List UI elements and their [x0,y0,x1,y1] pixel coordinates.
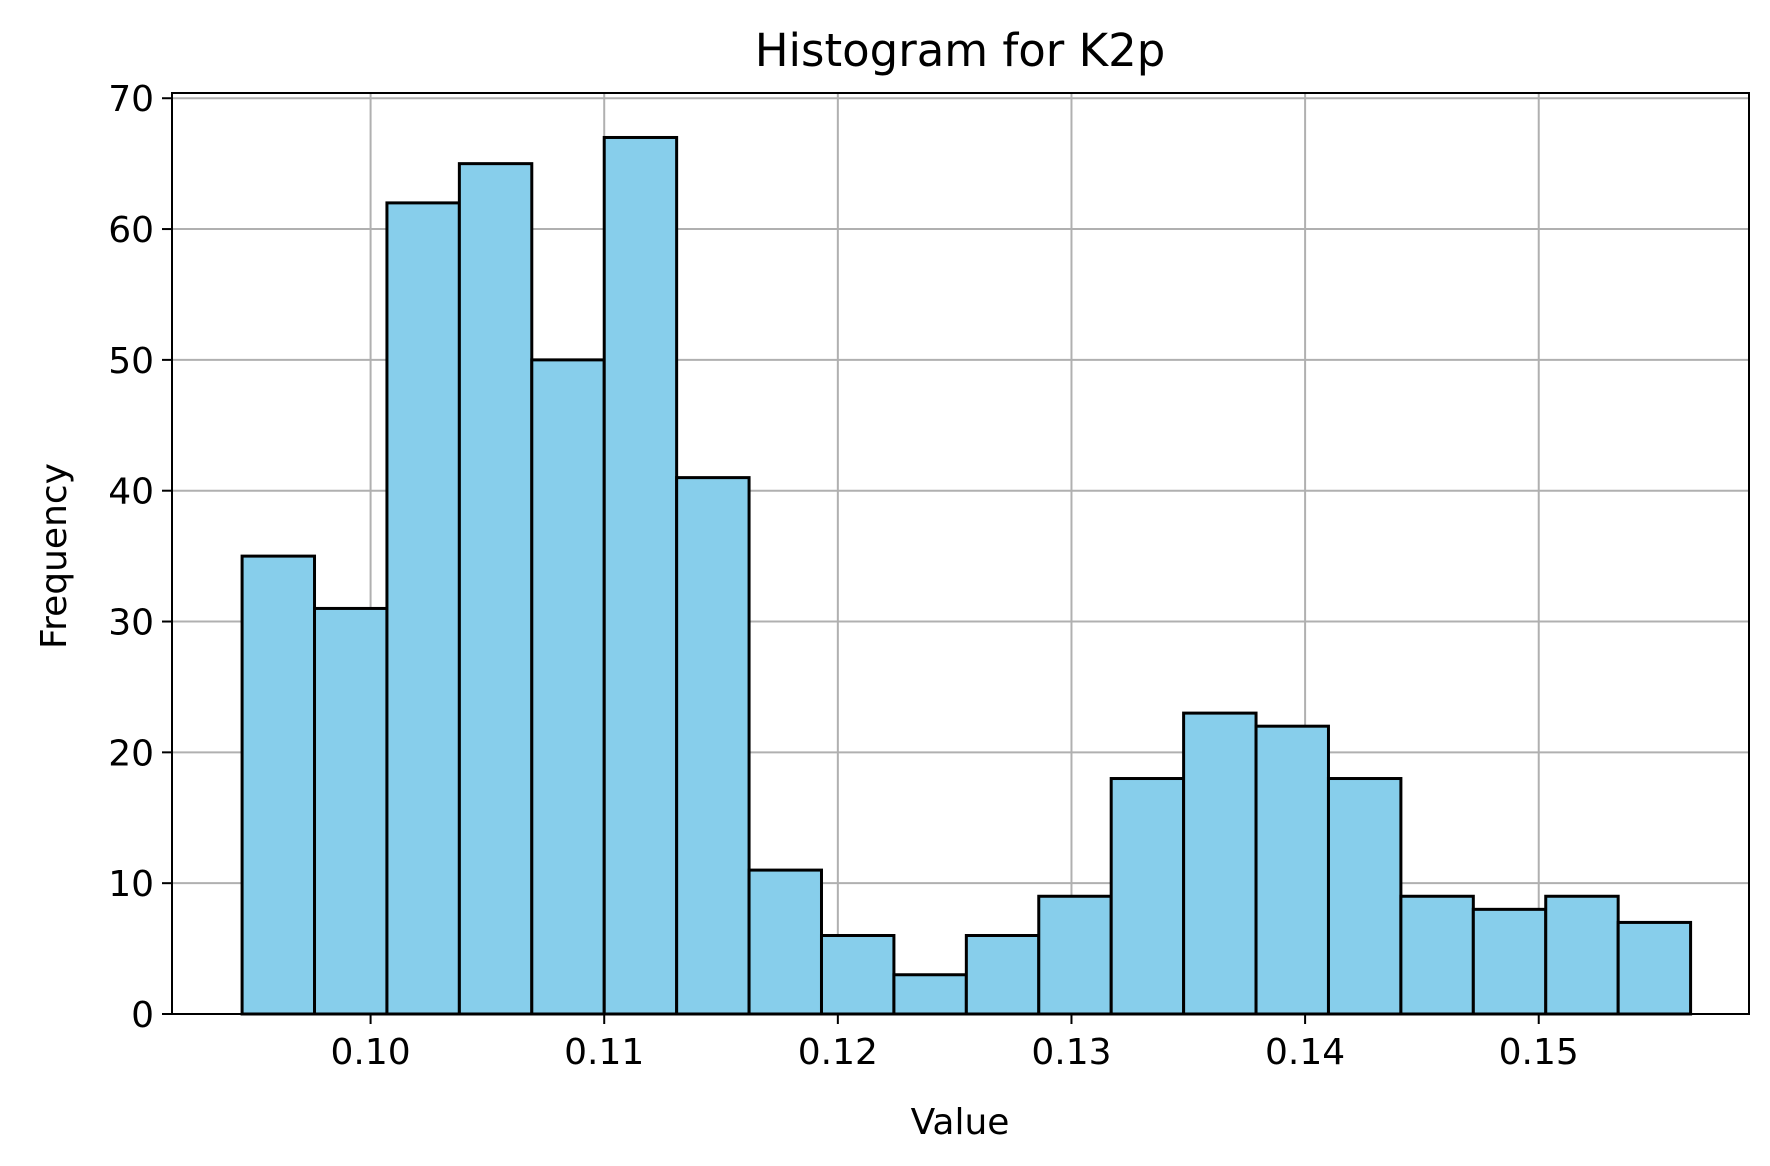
histogram-bar-14 [1182,711,1258,1016]
histogram-bar-11 [964,934,1041,1016]
y-tick-label: 60 [108,210,154,251]
histogram-bar-6 [602,135,679,1016]
chart-title: Histogram for K2p [755,24,1166,77]
histogram-bar-4 [457,162,534,1016]
y-tick-label: 70 [108,79,154,120]
histogram-bar-19 [1544,894,1620,1016]
x-axis-label: Value [911,1102,1010,1143]
x-tick-label: 0.14 [1265,1032,1345,1073]
x-tick-label: 0.15 [1499,1032,1579,1073]
histogram-bar-8 [747,868,823,1016]
histogram-bar-10 [892,973,968,1016]
histogram-bar-3 [385,201,461,1016]
x-tick-label: 0.10 [331,1032,411,1073]
histogram-bar-1 [240,554,317,1016]
histogram-bar-20 [1616,920,1693,1016]
histogram-bar-18 [1471,907,1548,1016]
x-tick-label: 0.12 [798,1032,878,1073]
x-tick-label: 0.11 [564,1032,644,1073]
histogram-bar-12 [1037,894,1113,1016]
y-tick-label: 10 [108,864,154,905]
y-tick-label: 20 [108,733,154,774]
histogram-bar-9 [819,934,896,1016]
histogram-bars [240,135,1693,1016]
y-tick-label: 40 [108,472,154,513]
y-tick-label: 30 [108,603,154,644]
histogram-bar-7 [675,476,751,1016]
plot-area-frame [171,92,1750,1015]
y-axis-ticks: 0 10 20 30 40 50 60 70 [108,79,172,1036]
y-tick-label: 50 [108,341,154,382]
histogram-bar-15 [1254,724,1330,1016]
histogram-bar-17 [1399,894,1475,1016]
x-axis-ticks: 0.10 0.11 0.12 0.13 0.14 0.15 [331,1014,1579,1073]
histogram-bar-5 [530,358,606,1016]
histogram-bar-16 [1326,777,1403,1016]
histogram-bar-2 [313,606,389,1016]
x-tick-label: 0.13 [1031,1032,1111,1073]
y-tick-label: 0 [131,995,154,1036]
y-axis-label: Frequency [34,463,75,649]
histogram-bar-13 [1109,777,1186,1016]
